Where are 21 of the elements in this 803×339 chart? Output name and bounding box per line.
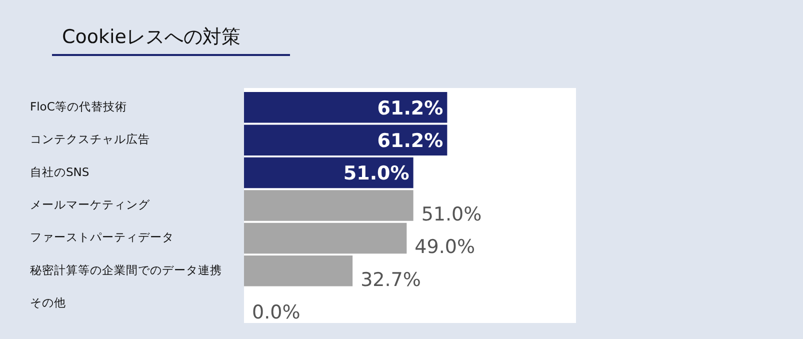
chart-title: Cookieレスへの対策 — [52, 24, 290, 56]
y-tick-label: 自社のSNS — [30, 164, 90, 179]
bar — [244, 92, 448, 123]
bar — [244, 157, 414, 188]
bar — [244, 256, 353, 286]
data-label: 51.0% — [421, 203, 482, 226]
data-label: 0.0% — [252, 302, 300, 324]
data-label: 61.2% — [377, 130, 444, 152]
data-label: 51.0% — [343, 162, 410, 185]
bar — [244, 190, 414, 221]
y-tick-label: メールマーケティング — [30, 197, 151, 212]
bar — [244, 124, 448, 156]
data-label: 32.7% — [360, 268, 421, 291]
y-tick-label: FloC等の代替技術 — [30, 99, 127, 114]
data-label: 49.0% — [414, 236, 476, 258]
y-tick-label: ファーストパーティデータ — [30, 230, 174, 244]
y-tick-label: その他 — [30, 296, 66, 310]
y-tick-label: コンテクスチャル広告 — [30, 132, 150, 146]
bar — [244, 222, 407, 254]
y-tick-label: 秘密計算等の企業間でのデータ連携 — [30, 262, 222, 277]
data-label: 61.2% — [377, 97, 444, 120]
